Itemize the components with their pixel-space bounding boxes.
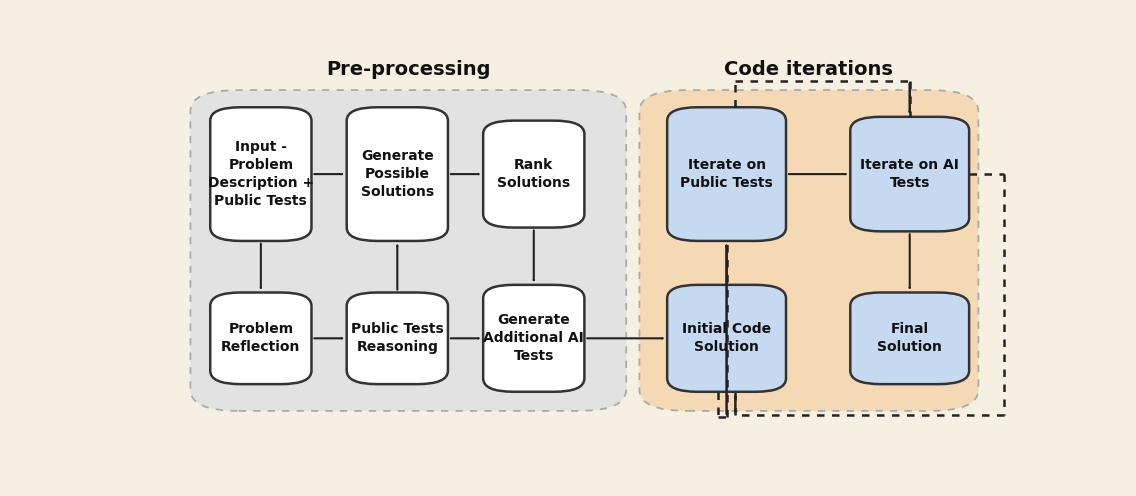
FancyBboxPatch shape [210, 293, 311, 384]
Text: Generate
Possible
Solutions: Generate Possible Solutions [361, 149, 434, 199]
FancyBboxPatch shape [346, 293, 448, 384]
Text: Code iterations: Code iterations [725, 60, 893, 78]
FancyBboxPatch shape [483, 121, 584, 228]
FancyBboxPatch shape [483, 285, 584, 392]
Text: Initial Code
Solution: Initial Code Solution [682, 322, 771, 354]
Text: Input -
Problem
Description +
Public Tests: Input - Problem Description + Public Tes… [208, 140, 314, 208]
Text: Public Tests
Reasoning: Public Tests Reasoning [351, 322, 444, 354]
Text: Rank
Solutions: Rank Solutions [498, 158, 570, 190]
FancyBboxPatch shape [640, 90, 978, 411]
Text: Generate
Additional AI
Tests: Generate Additional AI Tests [484, 313, 584, 363]
Text: Iterate on AI
Tests: Iterate on AI Tests [860, 158, 959, 190]
Text: Problem
Reflection: Problem Reflection [222, 322, 301, 354]
FancyBboxPatch shape [667, 107, 786, 241]
FancyBboxPatch shape [210, 107, 311, 241]
FancyBboxPatch shape [667, 285, 786, 392]
Text: Pre-processing: Pre-processing [326, 60, 491, 78]
Text: Final
Solution: Final Solution [877, 322, 942, 354]
FancyBboxPatch shape [850, 293, 969, 384]
FancyBboxPatch shape [164, 69, 1002, 426]
Text: Iterate on
Public Tests: Iterate on Public Tests [680, 158, 772, 190]
FancyBboxPatch shape [191, 90, 626, 411]
FancyBboxPatch shape [346, 107, 448, 241]
FancyBboxPatch shape [850, 117, 969, 231]
